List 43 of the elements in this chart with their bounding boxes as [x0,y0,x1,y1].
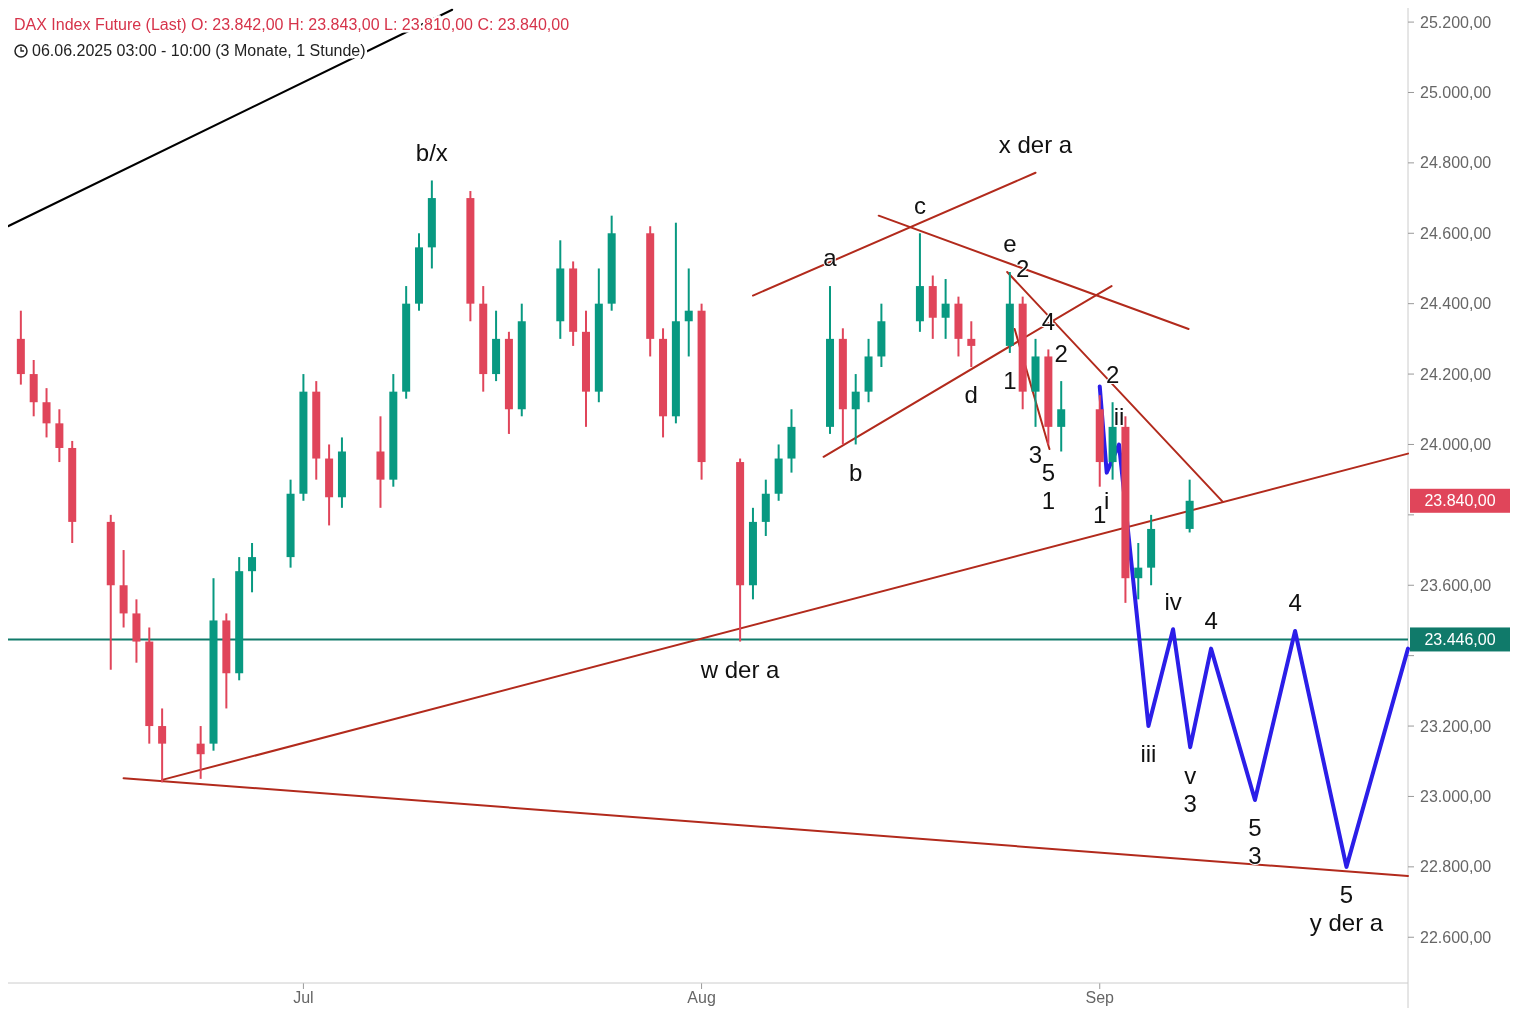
annotation: ii [1113,402,1125,430]
annotation: b [849,458,863,486]
y-tick-label: 22.600,00 [1420,928,1492,946]
annotation: 3 [1248,842,1262,870]
annotation: 3 [1028,441,1043,469]
annotation: 1 [1041,486,1056,514]
annotation: y der a [1309,909,1384,937]
annotation: 4 [1288,589,1302,617]
y-tick-label: 23.000,00 [1420,788,1492,806]
annotation: 5 [1248,814,1262,842]
x-tick-label: Aug [687,989,716,1006]
annotation: v [1184,761,1197,789]
annotation: iv [1164,587,1182,615]
y-tick-label: 25.200,00 [1420,13,1492,31]
text: 23.840,00 [1424,492,1496,510]
x-tick-label: Jul [293,989,314,1006]
annotation: iii [1140,740,1157,768]
annotation: c [913,191,926,219]
annotation: 4 [1204,607,1218,635]
annotation: e [1003,230,1017,258]
y-tick-label: 24.400,00 [1420,295,1492,313]
annotation: 5 [1339,881,1354,909]
annotation: 2 [1054,339,1068,367]
annotation: d [964,381,978,409]
y-tick-label: 22.800,00 [1420,858,1492,876]
y-tick-label: 24.000,00 [1420,436,1492,454]
text: 06.06.2025 03:00 - 10:00 (3 Monate, 1 Stunde) [32,42,366,59]
y-tick-label: 23.600,00 [1420,576,1492,594]
ref-line-label: 23.446,00 [1424,631,1496,649]
annotation: i [1104,487,1110,515]
annotation: 2 [1105,360,1120,388]
annotation: 1 [1003,367,1017,395]
y-tick-label: 24.600,00 [1420,224,1492,242]
y-tick-label: 24.800,00 [1420,154,1492,172]
annotation: 5 [1041,458,1056,486]
y-tick-label: 23.200,00 [1420,717,1492,735]
x-tick-label: Sep [1085,989,1115,1006]
y-tick-label: 24.200,00 [1420,365,1492,383]
annotation: 3 [1183,789,1197,817]
annotation: x der a [998,131,1073,159]
annotation: w der a [699,655,781,683]
annotation: b/x [415,138,448,166]
y-tick-label: 25.000,00 [1420,84,1492,102]
